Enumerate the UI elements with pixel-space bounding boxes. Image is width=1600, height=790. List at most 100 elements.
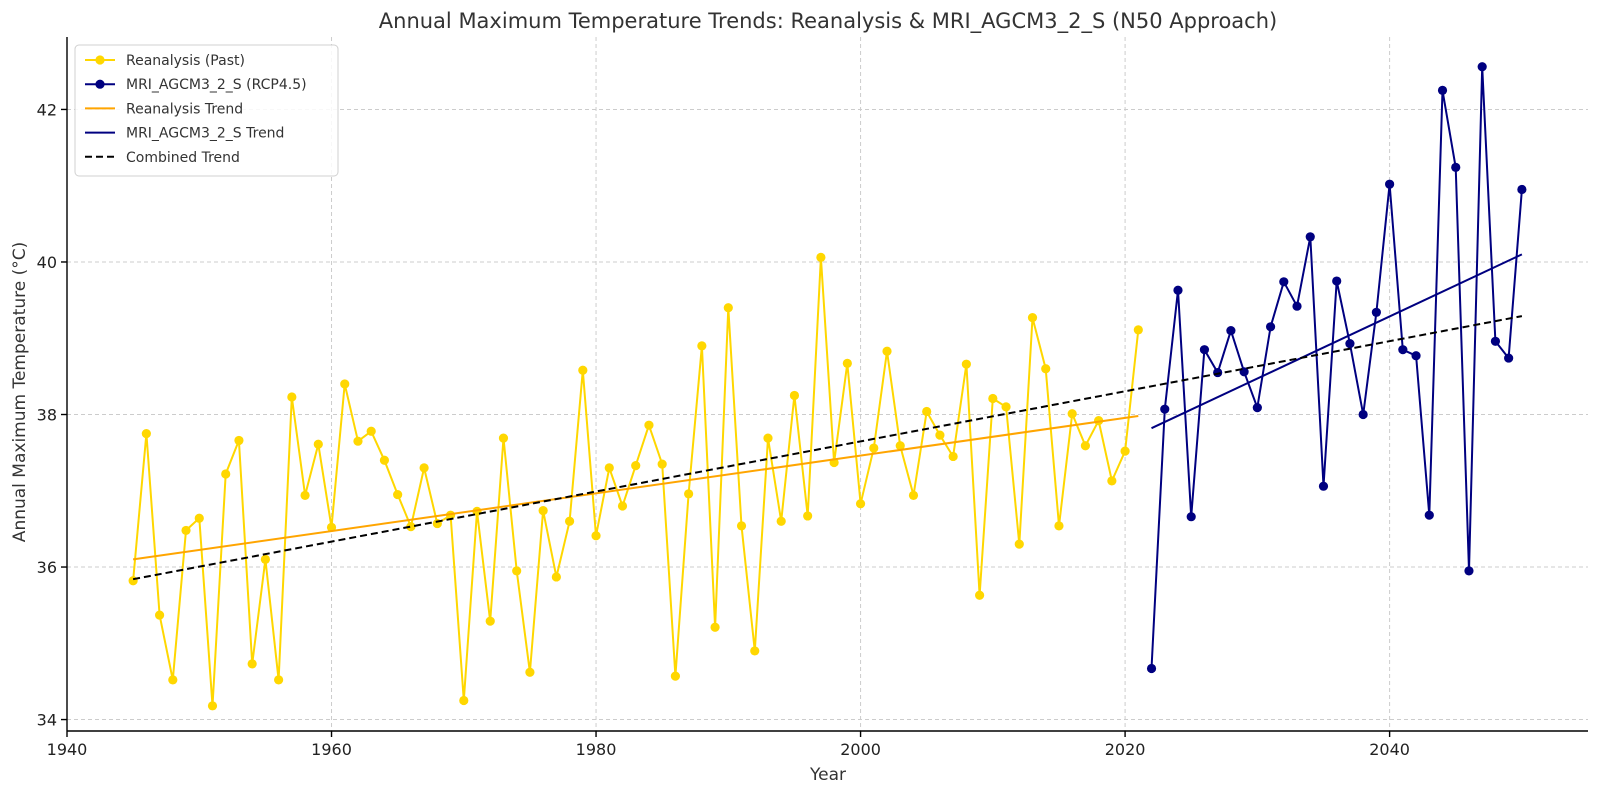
- reanalysis-past-point: [631, 461, 641, 471]
- mri-agcm3-2-s-rcp4-5-point: [1305, 232, 1315, 242]
- reanalysis-past-point: [723, 303, 733, 313]
- reanalysis-past-point: [300, 490, 310, 500]
- reanalysis-past-point: [1120, 446, 1130, 456]
- reanalysis-past-point: [1107, 476, 1117, 486]
- x-tick-label: 2020: [1105, 740, 1146, 759]
- reanalysis-past-point: [221, 469, 231, 479]
- mri-agcm3-2-s-rcp4-5-point: [1437, 85, 1448, 95]
- reanalysis-past-point: [287, 392, 297, 402]
- mri-agcm3-2-s-rcp4-5-point: [1173, 285, 1183, 295]
- mri-agcm3-2-s-rcp4-5-point: [1424, 510, 1434, 520]
- mri-agcm3-2-s-rcp4-5-point: [1358, 409, 1368, 420]
- reanalysis-past-point: [604, 463, 614, 473]
- reanalysis-past-point: [1080, 441, 1091, 451]
- x-tick-label: 2040: [1369, 740, 1410, 759]
- mri-agcm3-2-s-rcp4-5-point: [1199, 345, 1210, 355]
- x-tick-label: 2000: [840, 740, 881, 759]
- reanalysis-past-point: [512, 566, 522, 576]
- reanalysis-past-point: [789, 390, 800, 401]
- reanalysis-past-point: [710, 622, 720, 632]
- reanalysis-past-point: [895, 441, 905, 451]
- reanalysis-past-point: [776, 516, 786, 526]
- reanalysis-past-point: [842, 358, 852, 369]
- mri-agcm3-2-s-rcp4-5-point: [1318, 481, 1329, 491]
- reanalysis-past-point: [803, 511, 813, 521]
- reanalysis-past-point: [948, 451, 958, 462]
- reanalysis-past-point: [697, 341, 707, 351]
- y-tick-label: 40: [37, 253, 57, 272]
- mri-agcm3-2-s-rcp4-5-line: [1150, 66, 1523, 669]
- series-layer: [128, 62, 1527, 711]
- reanalysis-past-point: [1133, 325, 1143, 335]
- chart-title: Annual Maximum Temperature Trends: Reana…: [379, 9, 1277, 34]
- reanalysis-trend-legend-label: Reanalysis Trend: [126, 101, 243, 117]
- mri-agcm3-2-s-rcp4-5-point: [1490, 336, 1501, 346]
- grid: [66, 37, 1588, 731]
- combined-trend-legend-label: Combined Trend: [126, 150, 240, 166]
- reanalysis-past-point: [181, 525, 191, 536]
- reanalysis-past-point: [207, 701, 218, 711]
- mri-agcm3-2-s-rcp4-5-point: [1385, 179, 1395, 189]
- mri-agcm3-2-s-rcp4-5-point: [1265, 322, 1276, 332]
- mri-agcm3-2-s-rcp4-5-legend-label: MRI_AGCM3_2_S (RCP4.5): [126, 77, 307, 93]
- reanalysis-past-point: [1041, 364, 1051, 374]
- reanalysis-past-point: [1001, 402, 1011, 412]
- reanalysis-past-point: [591, 531, 601, 541]
- reanalysis-past-point: [935, 430, 945, 440]
- reanalysis-past-point: [538, 505, 548, 516]
- mri-agcm3-2-s-rcp4-5-point: [1371, 307, 1381, 317]
- mri-agcm3-2-s-rcp4-5-point: [1213, 367, 1223, 378]
- legend-frame: [74, 44, 339, 177]
- reanalysis-past-point: [1027, 313, 1038, 323]
- mri-agcm3-2-s-rcp4-5-point: [1477, 62, 1487, 72]
- reanalysis-past-point: [141, 428, 151, 439]
- axes: 1940 1960 1980 2000 2020 2040 34 36 38 40 42: [37, 37, 1588, 759]
- reanalysis-past-point: [128, 576, 138, 586]
- reanalysis-past-point: [670, 671, 681, 681]
- mri-agcm3-2-s-trend-legend-label: MRI_AGCM3_2_S Trend: [126, 126, 284, 142]
- mri-agcm3-2-s-rcp4-5-point: [1332, 276, 1342, 286]
- reanalysis-past-point: [525, 667, 535, 677]
- reanalysis-past-point: [366, 426, 376, 436]
- reanalysis-past-point: [326, 522, 337, 532]
- reanalysis-past-point: [234, 435, 244, 446]
- reanalysis-past-point: [313, 439, 323, 449]
- combined-trend-line: [132, 315, 1523, 581]
- reanalysis-past-point: [988, 393, 998, 404]
- x-tick-label: 1940: [47, 740, 88, 759]
- mri-agcm3-2-s-rcp4-5-point: [1451, 162, 1461, 173]
- mri-agcm3-2-s-rcp4-5-point: [1345, 338, 1355, 349]
- mri-agcm3-2-s-rcp4-5-point: [1186, 512, 1196, 522]
- reanalysis-past-point: [274, 675, 284, 685]
- reanalysis-past-point: [1067, 409, 1077, 419]
- reanalysis-past-point: [340, 379, 350, 389]
- reanalysis-past-legend-marker: [95, 55, 105, 65]
- x-tick-label: 1980: [576, 740, 617, 759]
- reanalysis-past-point: [459, 695, 469, 706]
- mri-agcm3-2-s-trend-line: [1151, 253, 1523, 430]
- reanalysis-past-point: [922, 406, 932, 417]
- reanalysis-past-point: [1014, 539, 1024, 549]
- reanalysis-past-point: [816, 252, 826, 263]
- y-tick-label: 36: [37, 558, 57, 577]
- mri-agcm3-2-s-rcp4-5-point: [1464, 566, 1474, 576]
- reanalysis-past-point: [908, 490, 919, 500]
- x-axis-label: Year: [809, 765, 846, 785]
- reanalysis-past-point: [168, 675, 178, 685]
- reanalysis-past-point: [750, 646, 760, 656]
- mri-agcm3-2-s-rcp4-5-point: [1411, 351, 1421, 361]
- mri-agcm3-2-s-rcp4-5-point: [1279, 277, 1289, 287]
- reanalysis-past-point: [485, 616, 495, 626]
- reanalysis-past-point: [684, 489, 694, 499]
- reanalysis-past-line: [132, 257, 1140, 706]
- reanalysis-past-point: [763, 433, 773, 443]
- reanalysis-past-point: [194, 513, 204, 523]
- reanalysis-past-point: [154, 610, 165, 620]
- mri-agcm3-2-s-rcp4-5-point: [1226, 326, 1236, 336]
- mri-agcm3-2-s-rcp4-5-point: [1292, 301, 1302, 311]
- reanalysis-past-point: [551, 572, 561, 582]
- reanalysis-past-point: [353, 436, 363, 446]
- y-tick-label: 38: [37, 406, 57, 425]
- reanalysis-past-point: [393, 489, 403, 500]
